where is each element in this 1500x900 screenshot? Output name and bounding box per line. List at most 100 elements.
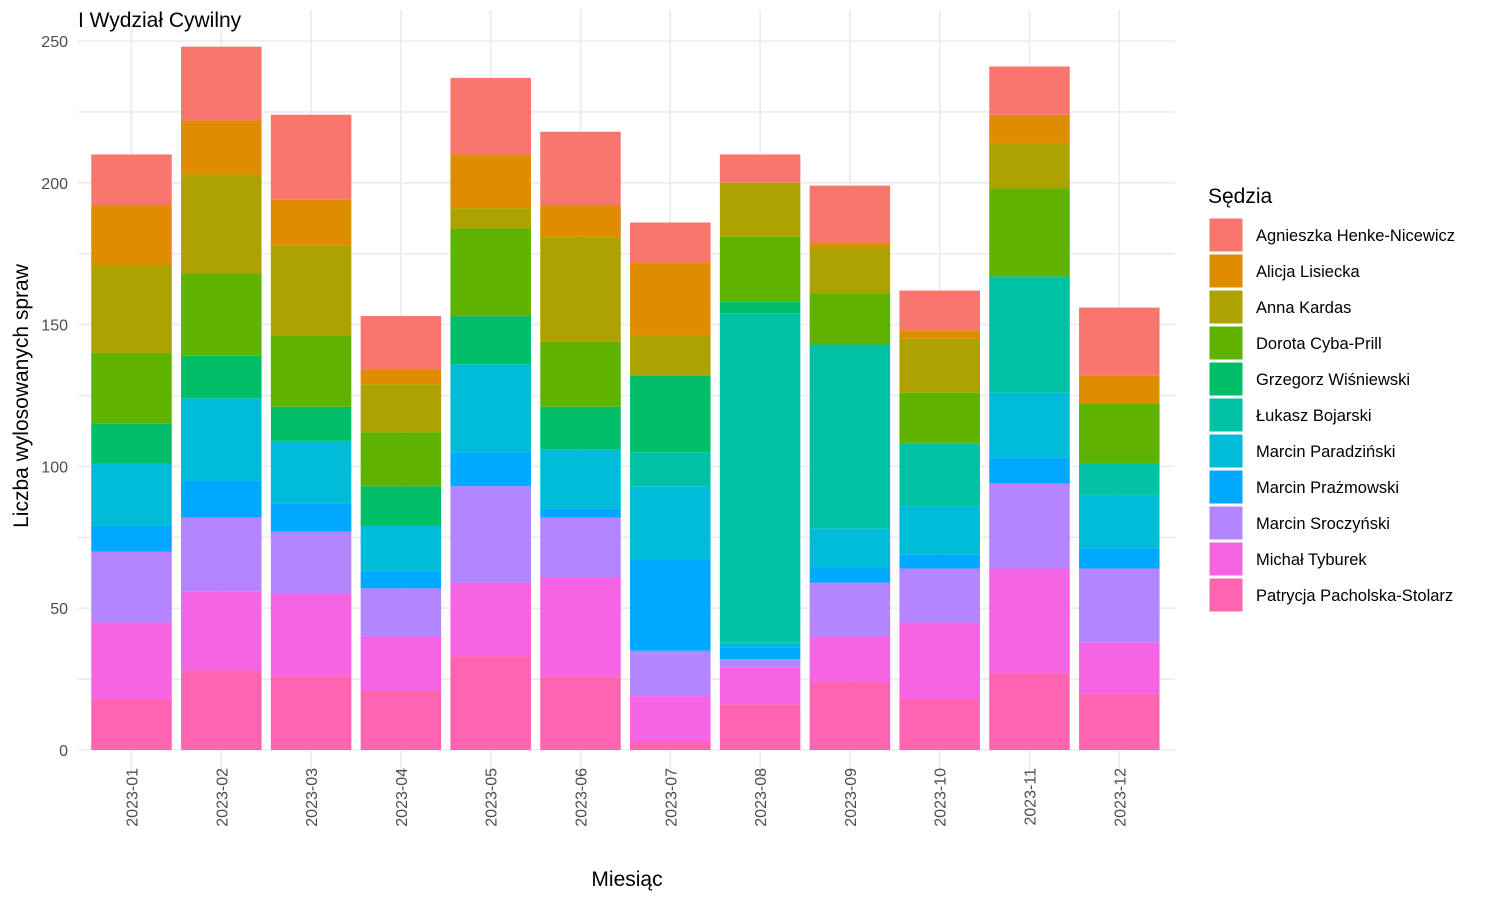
bar-segment [91,551,172,623]
bar-segment [450,656,531,750]
bar-segment [91,463,172,526]
bar-segment [540,406,621,450]
bar-stack [989,66,1070,750]
x-tick-label: 2023-10 [933,768,950,827]
bar-segment [719,301,801,314]
bar-segment [360,571,442,589]
x-tick-label: 2023-11 [1023,768,1040,826]
legend-label: Dorota Cyba-Prill [1256,335,1382,353]
legend-key [1208,577,1244,613]
bar-segment [540,236,621,342]
x-tick-label: 2023-12 [1112,768,1129,827]
bar-segment [899,392,980,444]
bar-segment [899,698,980,750]
bar-segment [91,698,172,750]
legend-label: Łukasz Bojarski [1256,407,1372,425]
bar-segment [899,338,980,393]
y-tick-label: 200 [41,176,68,193]
legend-item: Marcin Paradziński [1208,433,1395,469]
bar-segment [360,384,442,433]
bar-segment [630,486,711,560]
bar-segment [630,696,711,742]
bar-segment [270,199,352,246]
bar-segment [181,398,262,481]
legend-item: Grzegorz Wiśniewski [1208,361,1410,397]
bar-segment [181,517,262,592]
bar-segment [719,154,801,183]
legend-item: Anna Kardas [1208,289,1351,325]
bar-segment [899,506,980,555]
bar-stack [360,316,442,750]
legend-key [1208,469,1244,505]
bar-segment [360,525,442,572]
bar-segment [899,568,980,623]
bar-stack [719,154,801,750]
bar-segment [181,46,262,121]
bar-segment [630,375,711,453]
legend-key [1208,325,1244,361]
bar-stack [450,77,531,750]
y-axis-title: Liczba wylosowanych spraw [10,263,33,528]
bar-segment [809,568,891,583]
bar-segment [270,594,352,677]
bar-segment [989,114,1070,144]
bar-stack [1079,307,1160,750]
bar-segment [809,681,891,750]
bar-segment [540,517,621,578]
bar-segment [989,143,1070,189]
legend-label: Michał Tyburek [1256,551,1367,569]
bar-segment [270,440,352,504]
legend-item: Marcin Prażmowski [1208,469,1399,505]
bar-segment [630,559,711,651]
bar-segment [360,486,442,526]
legend-item: Dorota Cyba-Prill [1208,325,1382,361]
bars [91,46,1160,750]
bar-stack [899,290,980,750]
bar-segment [91,265,172,353]
bar-segment [809,185,891,243]
bar-stack [630,222,711,750]
legend-item: Patrycja Pacholska-Stolarz [1208,577,1453,613]
legend-label: Anna Kardas [1256,299,1351,317]
bar-segment [899,443,980,507]
bar-segment [719,647,801,660]
bar-segment [1079,307,1160,376]
bar-segment [360,636,442,691]
legend: Agnieszka Henke-Nicewicz Alicja Lisiecka A… [1208,217,1455,613]
x-axis-title: Miesiąc [591,868,662,891]
legend-key [1208,217,1244,253]
bar-segment [1079,494,1160,549]
legend-label: Marcin Prażmowski [1256,479,1399,497]
bar-segment [450,486,531,583]
bar-segment [630,262,711,336]
bar-segment [989,188,1070,277]
legend-key [1208,541,1244,577]
bar-segment [270,503,352,532]
legend-label: Alicja Lisiecka [1256,263,1360,281]
legend-item: Alicja Lisiecka [1208,253,1360,289]
bar-segment [1079,693,1160,750]
bar-segment [719,236,801,302]
bar-segment [809,528,891,569]
bar-segment [450,452,531,487]
bar-segment [91,525,172,552]
x-tick-label: 2023-05 [484,768,501,827]
y-tick-label: 100 [41,459,68,476]
bar-segment [181,273,262,356]
bar-segment [1079,375,1160,405]
bar-segment [809,582,891,637]
bar-segment [450,316,531,365]
bar-segment [630,741,711,750]
bar-segment [630,452,711,487]
bar-segment [899,554,980,569]
legend-key [1208,505,1244,541]
y-axis-ticks: 0 50 100 150 200 250 [41,34,68,760]
bar-segment [899,622,980,699]
bar-segment [540,676,621,750]
bar-segment [270,245,352,336]
bar-segment [181,480,262,518]
bar-segment [989,673,1070,750]
legend-label: Marcin Paradziński [1256,443,1395,461]
bar-segment [630,650,711,697]
